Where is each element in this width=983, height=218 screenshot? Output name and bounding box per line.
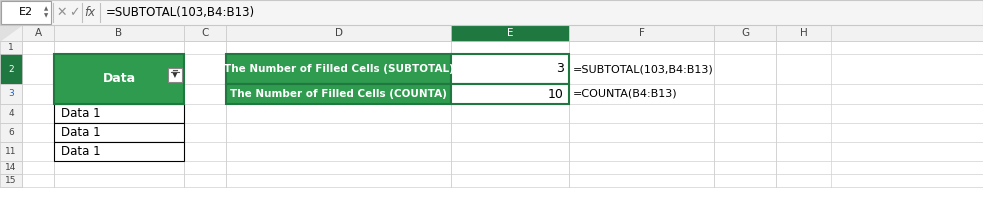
Text: B: B: [115, 28, 123, 38]
FancyBboxPatch shape: [54, 25, 184, 41]
FancyBboxPatch shape: [54, 104, 184, 123]
Text: C: C: [202, 28, 208, 38]
FancyBboxPatch shape: [54, 123, 184, 142]
FancyBboxPatch shape: [451, 54, 569, 84]
Text: The Number of Filled Cells (SUBTOTAL): The Number of Filled Cells (SUBTOTAL): [223, 64, 453, 74]
FancyBboxPatch shape: [168, 68, 182, 82]
FancyBboxPatch shape: [184, 25, 226, 41]
Text: 3: 3: [8, 90, 14, 99]
FancyBboxPatch shape: [451, 84, 569, 104]
FancyBboxPatch shape: [0, 41, 22, 54]
Text: H: H: [799, 28, 807, 38]
FancyBboxPatch shape: [0, 84, 22, 104]
Text: ▲: ▲: [44, 7, 48, 12]
Text: 3: 3: [556, 63, 564, 75]
Text: =SUBTOTAL(103,B4:B13): =SUBTOTAL(103,B4:B13): [573, 64, 714, 74]
Text: 2: 2: [8, 65, 14, 73]
Text: =SUBTOTAL(103,B4:B13): =SUBTOTAL(103,B4:B13): [106, 6, 256, 19]
FancyBboxPatch shape: [1, 1, 51, 24]
FancyBboxPatch shape: [226, 54, 451, 84]
FancyBboxPatch shape: [54, 54, 184, 104]
Text: G: G: [741, 28, 749, 38]
FancyBboxPatch shape: [0, 25, 983, 41]
FancyBboxPatch shape: [0, 161, 22, 174]
Text: 15: 15: [5, 176, 17, 185]
Text: Data 1: Data 1: [61, 107, 100, 120]
Text: 6: 6: [8, 128, 14, 137]
FancyBboxPatch shape: [0, 41, 983, 187]
FancyBboxPatch shape: [0, 84, 22, 104]
Text: ▼: ▼: [44, 14, 48, 19]
Polygon shape: [0, 25, 22, 41]
Text: 1: 1: [8, 43, 14, 52]
FancyBboxPatch shape: [0, 142, 22, 161]
FancyBboxPatch shape: [226, 25, 451, 41]
Text: F: F: [639, 28, 645, 38]
Text: 11: 11: [5, 147, 17, 156]
FancyBboxPatch shape: [0, 0, 983, 25]
Text: Data 1: Data 1: [61, 126, 100, 139]
Text: E2: E2: [19, 7, 33, 17]
Text: ✓: ✓: [69, 6, 80, 19]
FancyBboxPatch shape: [0, 54, 22, 84]
Text: fx: fx: [85, 6, 95, 19]
FancyBboxPatch shape: [569, 25, 714, 41]
Text: A: A: [34, 28, 41, 38]
FancyBboxPatch shape: [714, 25, 776, 41]
Text: E: E: [507, 28, 513, 38]
FancyBboxPatch shape: [0, 174, 22, 187]
Text: ▼: ▼: [172, 70, 178, 80]
Text: =COUNTA(B4:B13): =COUNTA(B4:B13): [573, 89, 677, 99]
FancyBboxPatch shape: [0, 104, 22, 123]
FancyBboxPatch shape: [776, 25, 831, 41]
FancyBboxPatch shape: [226, 84, 451, 104]
FancyBboxPatch shape: [0, 123, 22, 142]
Text: 14: 14: [5, 163, 17, 172]
Text: 3: 3: [8, 90, 14, 99]
FancyBboxPatch shape: [54, 142, 184, 161]
Text: ✕: ✕: [57, 6, 67, 19]
FancyBboxPatch shape: [451, 25, 569, 41]
Text: Data 1: Data 1: [61, 145, 100, 158]
Text: 10: 10: [549, 87, 564, 100]
Text: 4: 4: [8, 109, 14, 118]
FancyBboxPatch shape: [22, 25, 54, 41]
Text: The Number of Filled Cells (COUNTA): The Number of Filled Cells (COUNTA): [230, 89, 447, 99]
Text: Data: Data: [102, 73, 136, 85]
Text: D: D: [334, 28, 342, 38]
